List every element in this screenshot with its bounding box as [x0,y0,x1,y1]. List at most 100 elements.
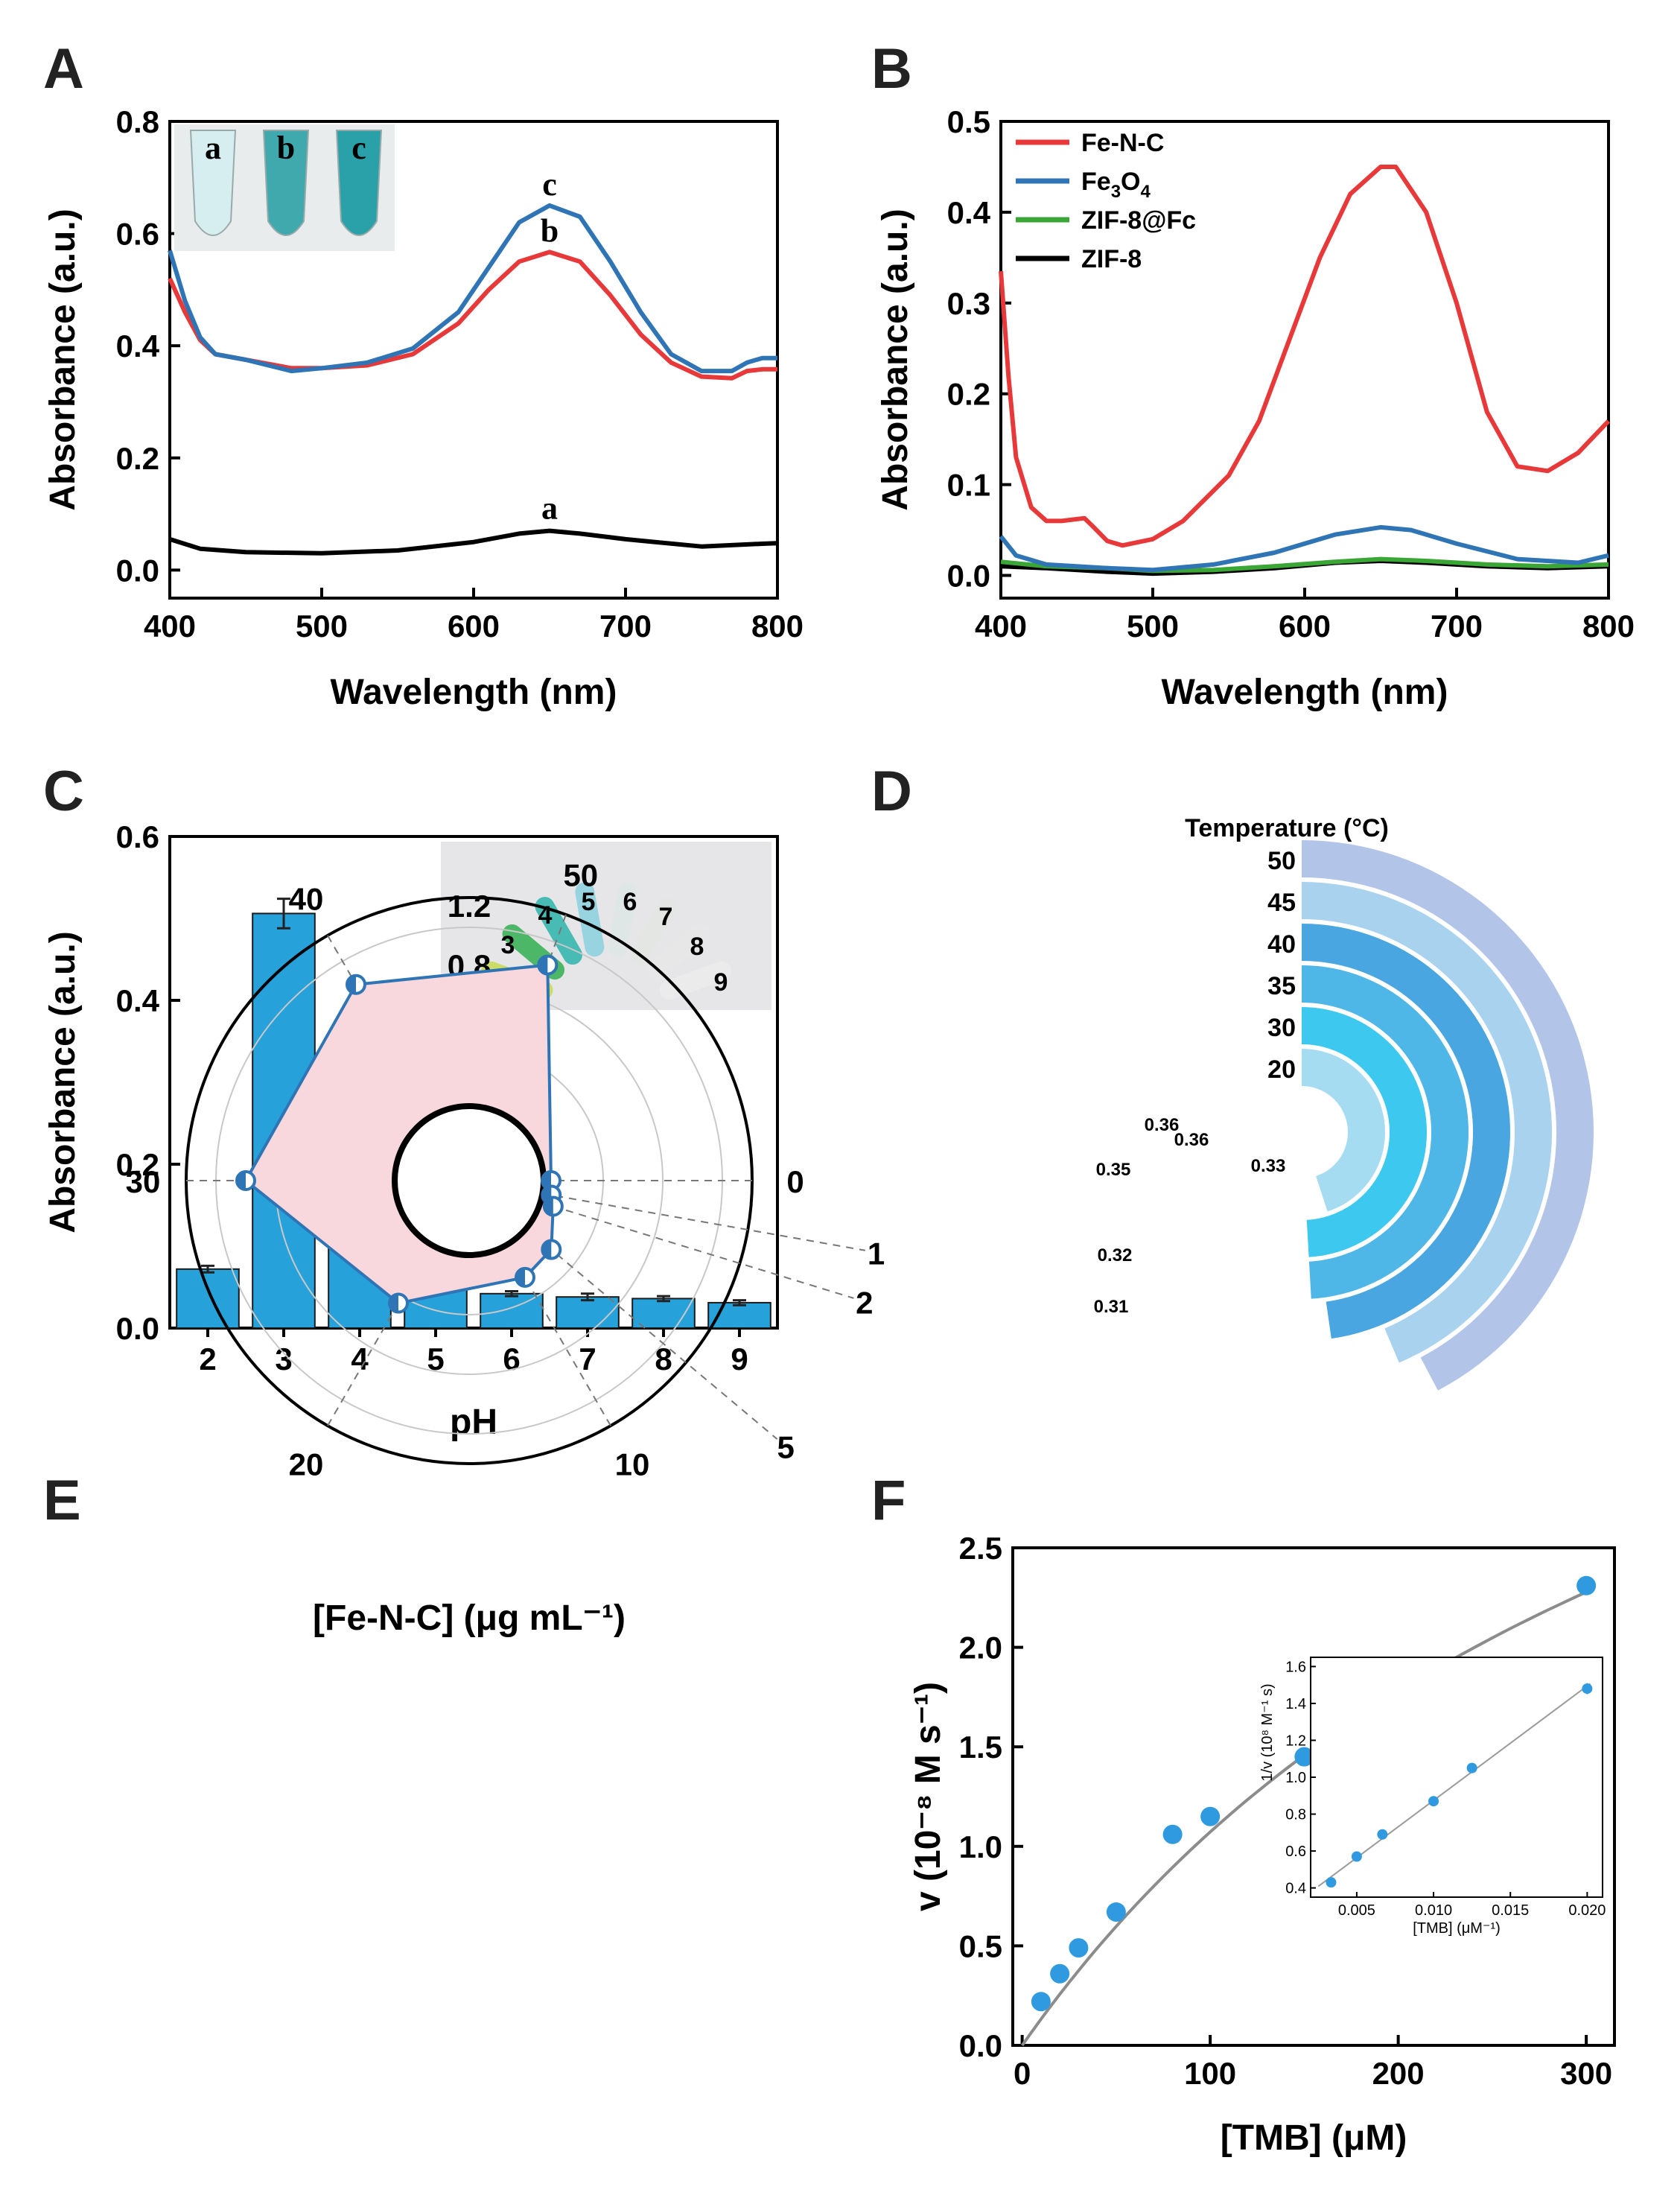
d-title: Temperature (°C) [1185,814,1389,842]
b-y-tick-label: 0.0 [947,559,990,594]
d-value-label: 0.35 [1096,1160,1131,1180]
b-y-tick-label: 0.4 [947,195,991,230]
c-inset-tube-label: 9 [714,968,728,997]
e-radar-point-fill [347,975,356,994]
e-radar-point-fill [544,1197,553,1216]
f-plot-frame [1011,1546,1616,2047]
a-annotation-b: b [541,212,559,249]
a-x-tick-label: 600 [448,609,500,644]
f-inset-data-point [1377,1829,1388,1840]
f-inset-x-tick-label: 0.005 [1338,1902,1375,1919]
a-x-tick-label: 700 [599,609,652,644]
e-category-label: 1 [868,1236,885,1271]
c-x-tick-label: 2 [199,1341,216,1376]
f-inset-x-tick-label: 0.010 [1415,1902,1452,1919]
a-inset-tube-label: a [205,130,221,166]
panel-label-e: E [43,1469,81,1532]
e-category-label: 50 [563,857,598,892]
e-axis-label: [Fe-N-C] (μg mL⁻¹) [313,1598,626,1638]
e-category-label: 20 [289,1447,324,1482]
f-x-tick-label: 200 [1372,2056,1425,2091]
d-value-label: 0.36 [1145,1115,1180,1135]
b-legend-label: ZIF-8 [1081,245,1142,273]
a-annotation-a: a [541,490,558,527]
chart-b: 400 500 600 700 800 0.0 0.1 0.2 0.3 0.4 0.5 Wavelen… [876,104,1635,712]
f-y-axis-label: v (10⁻⁸ M s⁻¹) [909,1682,948,1911]
b-y-tick-label: 0.5 [947,104,990,139]
f-inset-data-point [1351,1851,1362,1862]
f-inset-x-tick-label: 0.015 [1492,1902,1529,1919]
c-x-tick-label: 4 [351,1341,369,1376]
e-radar-point-fill [237,1172,246,1190]
c-y-tick-label: 0.4 [116,983,160,1018]
d-value-label: 0.36 [1174,1130,1209,1150]
b-series-line [999,524,1609,573]
c-inset-tube-label: 5 [582,888,596,916]
c-inset-tube [630,897,678,965]
a-x-tick-label: 500 [296,609,348,644]
d-category-label: 40 [1267,930,1296,959]
c-x-tick-label: 3 [275,1341,292,1376]
f-inset-y-tick-label: 1.2 [1285,1733,1306,1749]
b-x-axis-label: Wavelength (nm) [1162,673,1448,712]
a-series-a-line [169,528,778,556]
a-inset-tube [262,130,310,236]
c-inset-tube-label: 3 [501,931,515,959]
a-x-tick-label: 400 [144,609,196,644]
f-inset-y-tick-label: 0.8 [1285,1807,1306,1823]
c-y-tick-label: 0.6 [116,819,159,854]
b-x-tick-label: 400 [975,609,1027,644]
d-value-label: 0.31 [1094,1297,1129,1317]
a-inset-tube [189,130,237,236]
c-bar [556,1296,620,1329]
a-inset-tube [335,130,383,236]
f-y-tick-label: 2.0 [959,1630,1002,1665]
a-x-tick-label: 800 [751,609,804,644]
e-radar-point-fill [516,1268,525,1286]
e-category-label: 30 [126,1164,161,1199]
f-data-point [1576,1575,1597,1595]
f-inset-y-tick-label: 0.4 [1285,1881,1306,1897]
f-x-tick-label: 300 [1560,2056,1612,2091]
a-inset-tube-label: b [277,130,295,166]
e-radial-tick-label: 1.2 [448,889,491,924]
a-inset-tube-label: c [351,130,366,166]
d-category-label: 30 [1267,1014,1296,1042]
f-data-point [1106,1902,1126,1922]
f-y-tick-label: 2.5 [959,1531,1002,1566]
a-y-tick-label: 0.2 [116,441,159,476]
f-inset-x-label: [TMB] (μM⁻¹) [1413,1920,1501,1937]
c-y-axis-label: Absorbance (a.u.) [43,931,83,1233]
d-radial-bar [1302,1007,1428,1257]
f-inset-data-point [1582,1683,1593,1695]
c-inset-tube [608,882,637,957]
b-x-tick-label: 700 [1431,609,1483,644]
f-inset-x-tick-label: 0.020 [1568,1902,1606,1919]
a-series-c-line [168,203,777,374]
f-inset-y-tick-label: 0.6 [1285,1844,1306,1860]
d-radial-bar [1302,924,1511,1339]
f-y-tick-label: 0.5 [959,1928,1002,1963]
d-radial-bar [1302,882,1553,1363]
c-inset-tube [647,924,710,980]
a-y-tick-label: 0.4 [116,328,160,363]
b-y-axis-label: Absorbance (a.u.) [876,209,915,510]
b-x-tick-label: 500 [1127,609,1179,644]
d-radial-bar [1302,1049,1385,1212]
e-category-label: 2 [856,1285,873,1320]
f-inset-y-tick-label: 1.0 [1285,1770,1306,1786]
d-value-label: 0.33 [1251,1156,1286,1176]
d-value-label: 0.32 [1098,1245,1133,1266]
f-y-tick-label: 1.5 [959,1730,1002,1765]
c-x-tick-label: 8 [655,1341,672,1376]
b-y-tick-label: 0.2 [947,377,990,412]
f-data-point [1294,1747,1314,1767]
panel-label-d: D [871,760,912,823]
f-inset-y-tick-label: 1.4 [1285,1696,1306,1712]
d-category-label: 45 [1267,889,1296,917]
f-x-tick-label: 0 [1014,2056,1031,2091]
chart-f: 0 100 200 300 0.0 0.5 1.0 1.5 2.0 2.5 [TMB] (μM) v … [909,1531,1616,2158]
e-category-label: 40 [289,882,324,917]
